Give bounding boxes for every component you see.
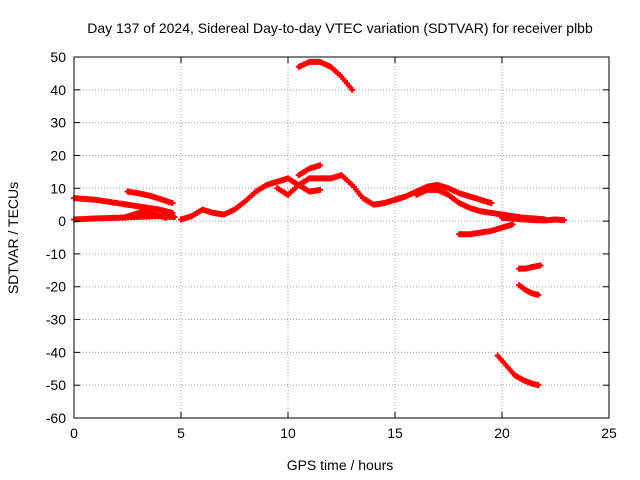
data-point [349,86,356,93]
data-series [71,58,568,389]
series-track-12 [516,262,544,272]
y-tick-label: 0 [58,213,66,229]
data-point [561,217,568,224]
series-track-14 [494,352,542,389]
x-axis-label: GPS time / hours [287,457,394,473]
series-track-10 [456,221,516,238]
series-track-03 [124,188,176,207]
data-point [535,291,542,298]
data-point [535,382,542,389]
y-tick-label: 40 [50,82,66,98]
series-track-08 [392,181,495,207]
data-point [488,200,495,207]
series-track-07 [295,162,324,179]
chart-title: Day 137 of 2024, Sidereal Day-to-day VTE… [87,20,593,36]
grid-lines [74,57,609,418]
y-axis-label: SDTVAR / TECUs [5,182,21,294]
data-point [317,186,324,193]
y-tick-label: 10 [50,180,66,196]
x-tick-label: 10 [280,425,296,441]
series-track-01 [71,195,176,216]
y-tick-label: -30 [46,312,66,328]
y-tick-label: -20 [46,279,66,295]
data-point [171,214,178,221]
y-tick-label: -60 [46,410,66,426]
x-tick-label: 0 [70,425,78,441]
y-tick-label: 50 [50,49,66,65]
axis-ticks: 0 5 10 15 20 25 -60 -50 -40 -30 -20 -10 0 10 20 30 40 50 [46,49,617,441]
series-track-06 [274,172,409,208]
x-tick-label: 20 [494,425,510,441]
series-track-11 [499,214,568,224]
series-track-04 [120,208,170,221]
data-point [509,221,516,228]
x-tick-label: 5 [177,425,185,441]
x-tick-label: 15 [387,425,403,441]
data-point [169,200,176,207]
series-track-15 [295,58,356,93]
plot-frame [73,56,610,419]
data-point [537,262,544,269]
y-tick-label: -50 [46,377,66,393]
y-tick-label: -40 [46,344,66,360]
data-point [163,214,170,221]
data-point [317,162,324,169]
y-tick-label: 20 [50,147,66,163]
y-tick-label: 30 [50,115,66,131]
series-track-13 [516,282,542,298]
x-tick-label: 25 [601,425,617,441]
y-tick-label: -10 [46,246,66,262]
